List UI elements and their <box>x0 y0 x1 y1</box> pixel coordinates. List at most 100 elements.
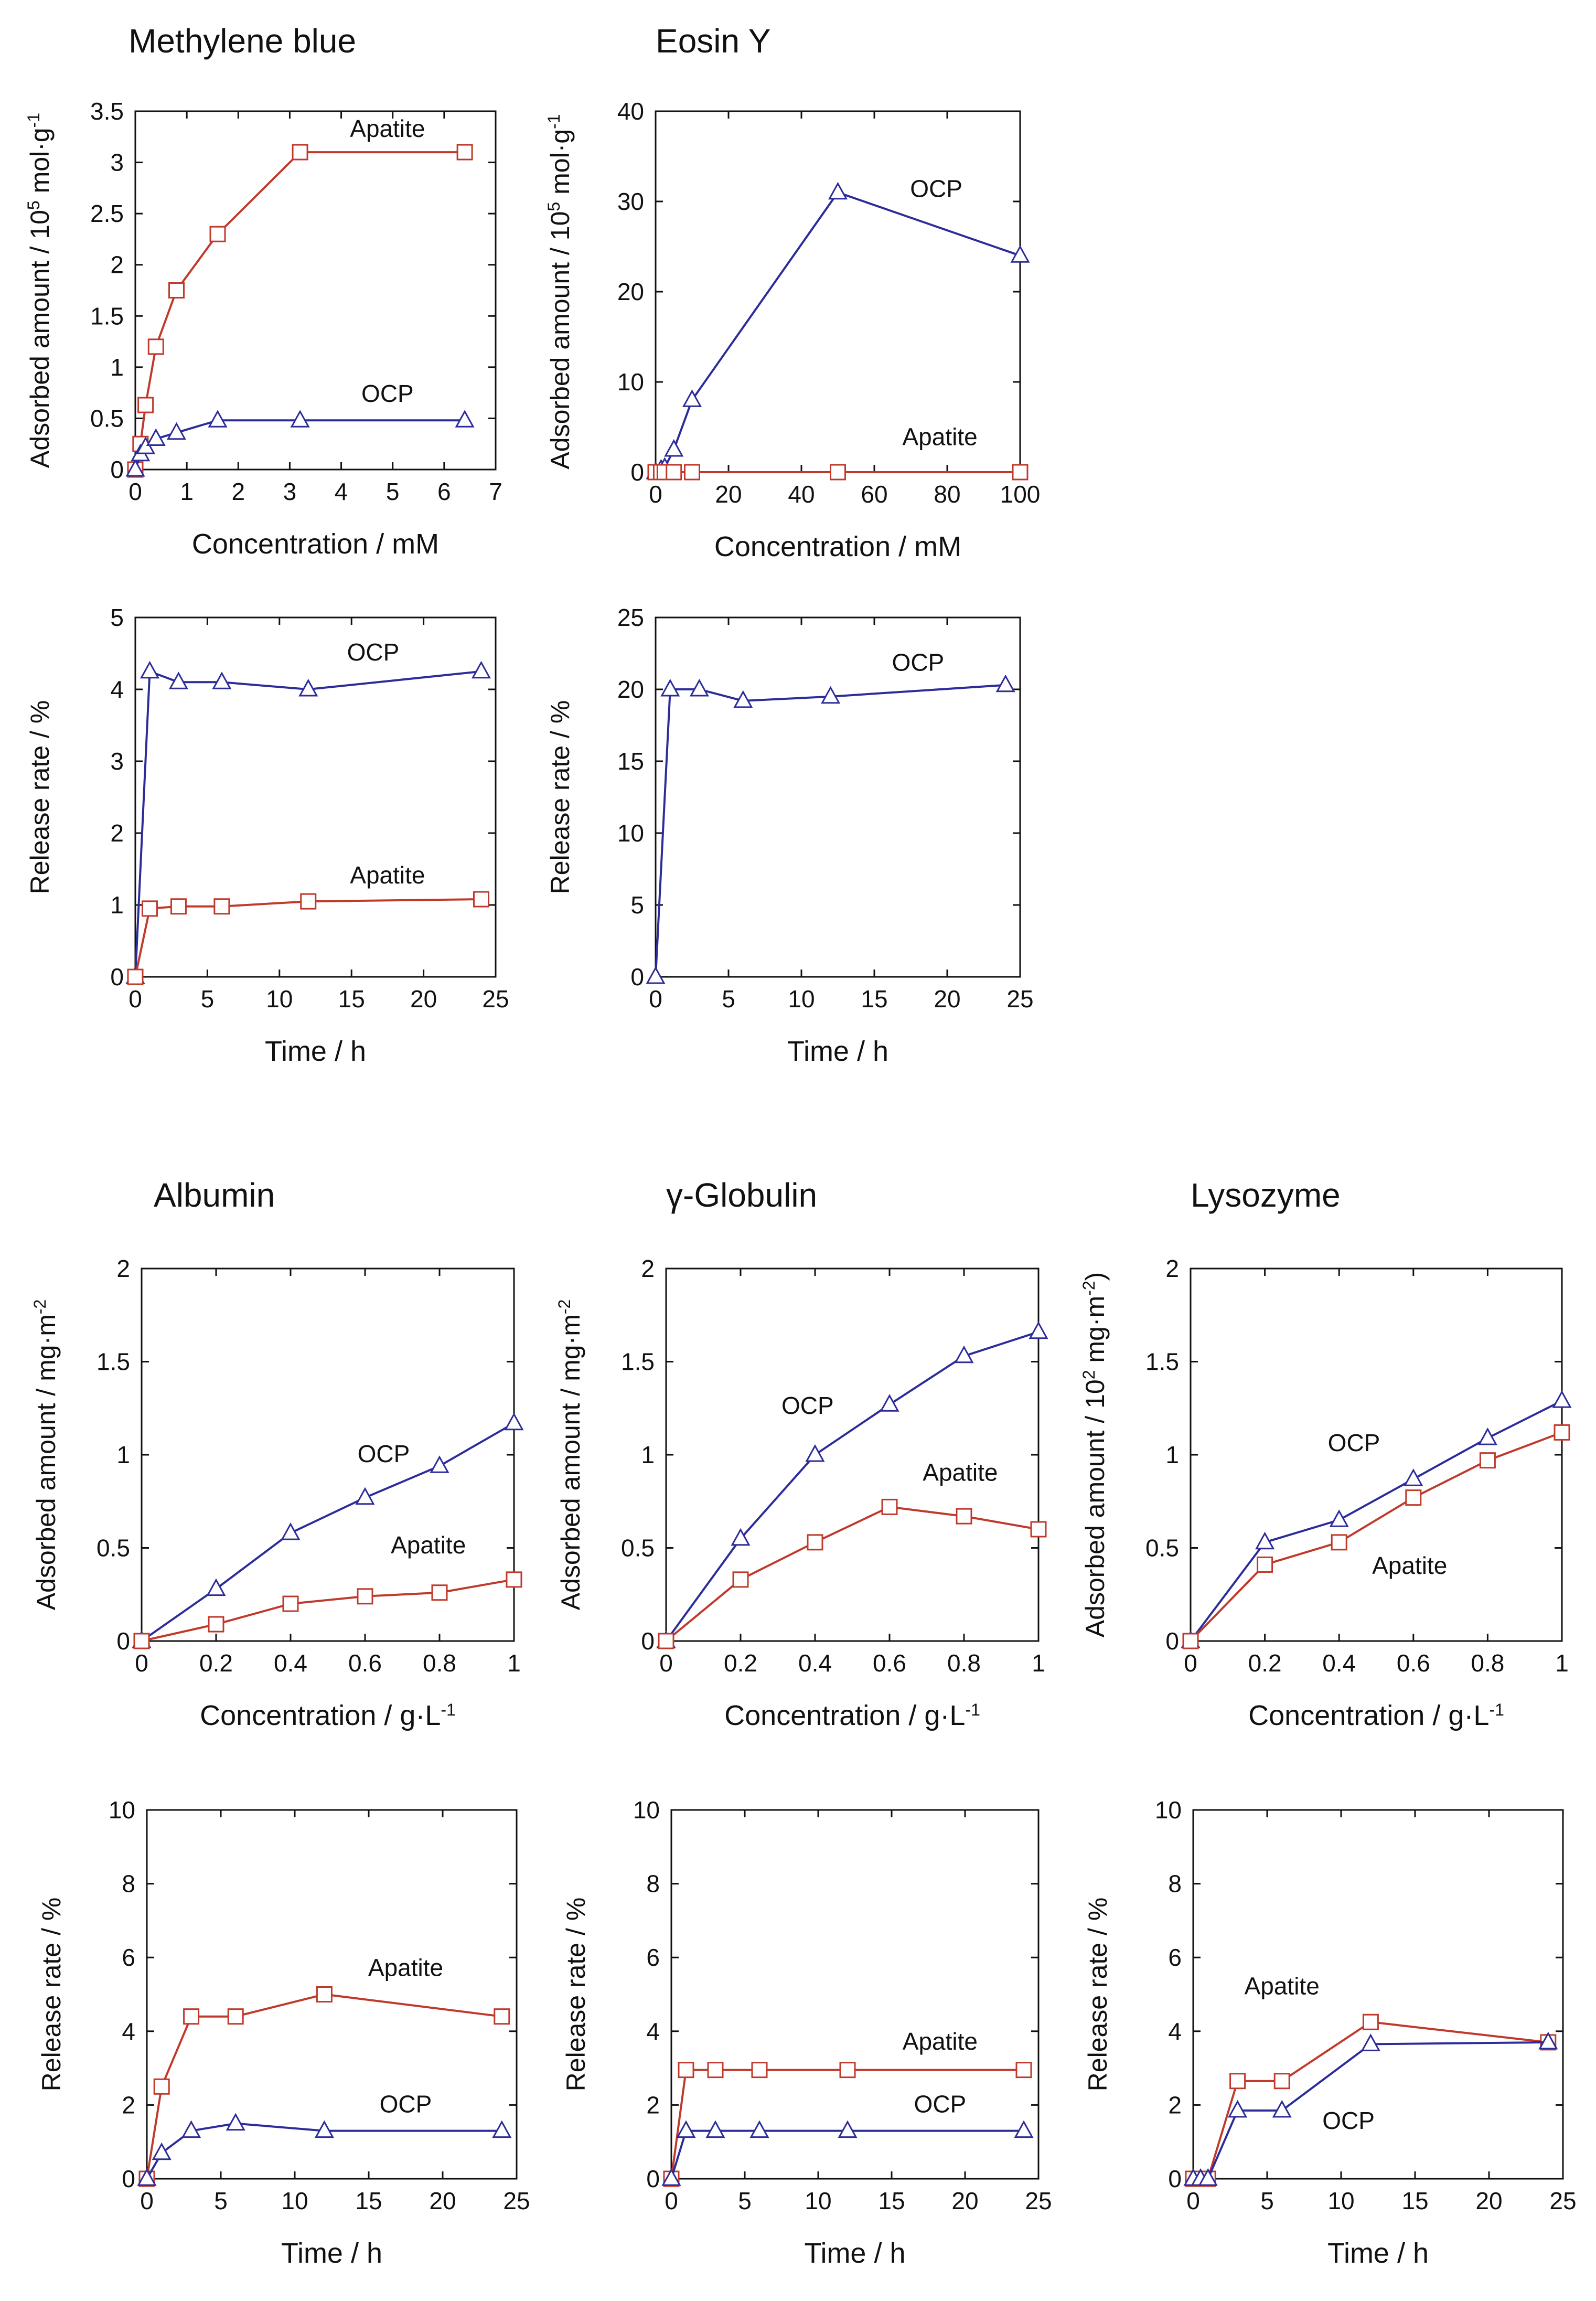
x-tick-label: 0 <box>128 985 142 1013</box>
x-tick-label: 25 <box>1025 2187 1052 2214</box>
x-axis-label: Time / h <box>281 2238 382 2269</box>
y-tick-label: 10 <box>633 1796 660 1824</box>
plot-frame <box>146 1809 518 2180</box>
x-tick-label: 5 <box>201 985 215 1013</box>
x-tick-label: 15 <box>861 985 887 1013</box>
apatite-line <box>141 1578 515 1642</box>
y-axis-label: Release rate / % <box>1083 1898 1112 2092</box>
y-tick-label: 1.5 <box>621 1348 655 1376</box>
ocp-point <box>166 422 187 440</box>
y-tick-label: 2 <box>116 1255 130 1282</box>
x-axis-label: Time / h <box>787 1036 888 1067</box>
glob-rel-ocp-series <box>661 2120 1034 2186</box>
y-tick-label: 0 <box>122 2165 135 2192</box>
apatite-point <box>506 1571 522 1588</box>
y-tick-label: 10 <box>617 819 644 847</box>
x-tick-label: 0 <box>649 985 662 1013</box>
y-tick-label: 8 <box>1168 1870 1182 1898</box>
x-tick-label: 15 <box>1401 2187 1428 2214</box>
ocp-line <box>1190 1400 1562 1642</box>
y-axis-label: Adsorbed amount / 105 mol·g-1 <box>544 114 575 469</box>
apatite-point <box>1273 2073 1290 2090</box>
ocp-series-label: OCP <box>1328 1429 1380 1456</box>
y-tick-label: 10 <box>617 368 644 396</box>
apatite-point <box>1405 1489 1422 1506</box>
y-tick-label: 3.5 <box>90 98 124 125</box>
y-tick-label: 0.5 <box>97 1535 130 1562</box>
x-axis-label: Time / h <box>265 1036 366 1067</box>
x-tick-label: 0 <box>649 481 662 508</box>
plot-frame <box>134 110 497 471</box>
ocp-point <box>705 2120 725 2138</box>
apatite-point <box>127 968 144 985</box>
y-axis-label-text: Adsorbed amount / 10 <box>545 211 575 470</box>
x-tick-label: 0.6 <box>348 1649 382 1677</box>
x-tick-label: 25 <box>1549 2187 1576 2214</box>
ocp-point <box>455 410 475 428</box>
y-tick-label: 10 <box>1155 1796 1182 1824</box>
x-axis-label-text: Concentration / mM <box>714 531 961 562</box>
apatite-point <box>1182 1633 1199 1649</box>
ocp-series-label: OCP <box>358 1440 410 1467</box>
x-tick-label: 4 <box>335 478 348 505</box>
x-tick-label: 1 <box>180 478 194 505</box>
x-tick-label: 15 <box>355 2187 382 2214</box>
ocp-point <box>749 2120 769 2138</box>
y-tick-label: 4 <box>122 2018 135 2045</box>
apatite-point <box>357 1588 373 1605</box>
apatite-point <box>183 2008 200 2025</box>
ocp-point <box>1404 1468 1423 1486</box>
ocp-point <box>682 389 702 407</box>
x-tick-label: 5 <box>214 2187 228 2214</box>
apatite-series-label: Apatite <box>1245 1973 1320 2000</box>
y-tick-label: 5 <box>110 604 124 631</box>
x-tick-label: 0.6 <box>1397 1649 1430 1677</box>
y-tick-label: 3 <box>110 149 124 176</box>
y-tick-label: 0 <box>630 963 644 990</box>
apatite-point <box>282 1595 299 1612</box>
y-tick-label: 15 <box>617 748 644 775</box>
y-tick-label: 4 <box>110 676 124 703</box>
ocp-point <box>168 672 188 689</box>
y-axis-label-text: Adsorbed amount / 10 <box>25 210 55 468</box>
apatite-point <box>684 464 700 481</box>
y-tick-label: 6 <box>122 1944 135 1971</box>
x-tick-label: 10 <box>788 985 815 1013</box>
glob-ads-apatite-series <box>658 1498 1047 1649</box>
ocp-point <box>954 1345 974 1363</box>
ocp-point <box>492 2120 512 2138</box>
y-axis-label-unit-sup: -1 <box>544 114 563 129</box>
alb-ads-chart: Albumin 0 0.2 0.4 0.6 0.8 1 0 0.5 1 1.5 2 Concentrat… <box>30 1176 524 1731</box>
ocp-point <box>995 674 1015 693</box>
y-tick-label: 10 <box>109 1796 135 1824</box>
y-axis-label: Adsorbed amount / 102 mg·m-2) <box>1079 1272 1110 1638</box>
x-tick-label: 0.2 <box>199 1649 233 1677</box>
mb-ads-ocp-series <box>125 410 475 477</box>
ocp-point <box>146 428 166 446</box>
apatite-point <box>1015 2062 1032 2079</box>
y-tick-label: 2 <box>646 2091 660 2118</box>
y-tick-label: 20 <box>617 676 644 703</box>
x-tick-label: 0.2 <box>724 1649 757 1677</box>
y-axis-label: Adsorbed amount / mg·m-2 <box>555 1299 585 1611</box>
apatite-series-label: Apatite <box>391 1531 466 1559</box>
ocp-point <box>212 672 232 689</box>
y-tick-label: 0.5 <box>90 404 124 432</box>
apatite-point <box>456 144 473 161</box>
y-axis-label-text: Release rate / % <box>37 1898 66 2092</box>
x-tick-label: 0 <box>128 478 142 505</box>
chart-title: γ-Globulin <box>666 1176 817 1214</box>
apatite-point <box>137 397 154 413</box>
y-axis-label-unit-sup: -1 <box>24 113 43 127</box>
apatite-point <box>153 2078 170 2095</box>
apatite-series-label: Apatite <box>350 861 425 889</box>
y-tick-label: 2.5 <box>90 200 124 227</box>
apatite-point <box>300 893 317 910</box>
y-axis-label-sup: 2 <box>1079 1370 1098 1379</box>
apatite-point <box>209 226 226 242</box>
x-tick-label: 0 <box>135 1649 148 1677</box>
glob-ads-ocp-series <box>656 1321 1048 1648</box>
ocp-point <box>314 2120 334 2138</box>
mb-ads-apatite-series <box>127 144 473 478</box>
x-tick-label: 0 <box>140 2187 154 2214</box>
